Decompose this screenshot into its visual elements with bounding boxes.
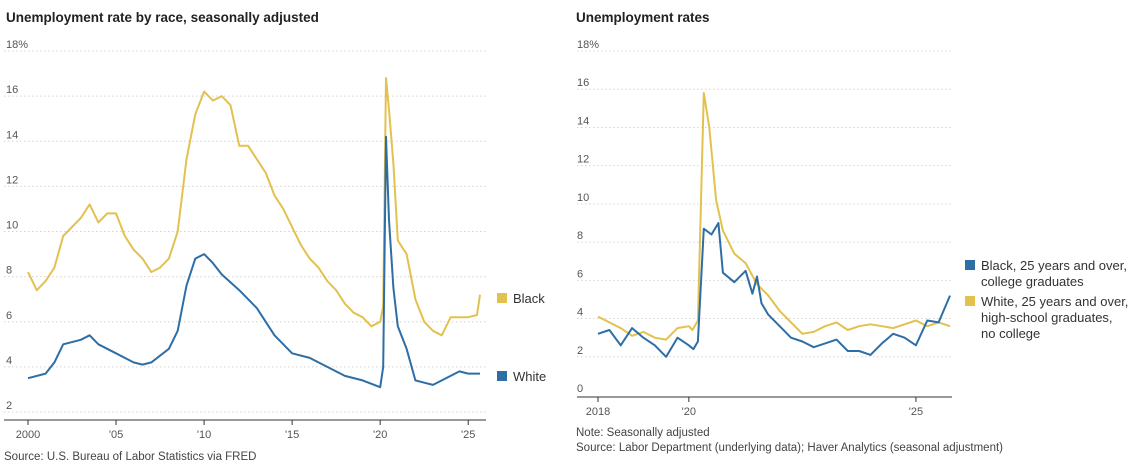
x-tick-label: '15 (285, 429, 299, 441)
y-tick-label: 14 (6, 129, 18, 141)
x-tick-label: '05 (109, 429, 123, 441)
y-tick-label: 6 (6, 310, 12, 322)
legend-label: White, 25 years and over, (981, 294, 1128, 309)
x-tick-label: '20 (682, 406, 696, 418)
y-tick-label: 2 (577, 345, 583, 357)
y-tick-label: 16 (577, 77, 589, 89)
y-tick-label: 10 (577, 192, 589, 204)
y-tick-label: 4 (6, 355, 12, 367)
left-chart-title: Unemployment rate by race, seasonally ad… (6, 10, 319, 25)
right-chart-title: Unemployment rates (576, 10, 710, 25)
y-tick-label: 2 (6, 400, 12, 412)
right-source-note: Source: Labor Department (underlying dat… (576, 442, 1003, 454)
y-tick-label: 14 (577, 115, 589, 127)
x-tick-label: '20 (373, 429, 387, 441)
legend-label: Black, 25 years and over, (981, 258, 1127, 273)
x-tick-label: '25 (909, 406, 923, 418)
y-tick-label: 12 (6, 174, 18, 186)
legend-label: no college (981, 326, 1040, 341)
y-tick-label: 8 (577, 230, 583, 242)
x-tick-label: '10 (197, 429, 211, 441)
right-seasonal-note: Note: Seasonally adjusted (576, 427, 710, 439)
series-line-black (27, 77, 481, 337)
legend-label: college graduates (981, 274, 1084, 289)
y-tick-label: 4 (577, 307, 583, 319)
left-source-note: Source: U.S. Bureau of Labor Statistics … (4, 451, 257, 463)
series-line-white (27, 135, 480, 389)
y-tick-label: 18% (577, 39, 599, 51)
series-line-black-25-years-and-over-college-graduates (597, 222, 951, 358)
x-tick-label: '25 (461, 429, 475, 441)
legend-swatch (965, 260, 975, 270)
legend-label: Black (513, 291, 545, 306)
y-tick-label: 10 (6, 220, 18, 232)
x-tick-label: 2000 (16, 429, 40, 441)
y-tick-label: 0 (577, 383, 583, 395)
legend-swatch (497, 293, 507, 303)
legend-label: White (513, 369, 546, 384)
series-line-white-25-years-and-over-high-school-graduates-no-college (597, 92, 951, 341)
y-tick-label: 18% (6, 39, 28, 51)
legend-label: high-school graduates, (981, 310, 1113, 325)
x-tick-label: 2018 (586, 406, 610, 418)
y-tick-label: 6 (577, 268, 583, 280)
legend-swatch (497, 371, 507, 381)
y-tick-label: 16 (6, 84, 18, 96)
y-tick-label: 8 (6, 265, 12, 277)
legend-swatch (965, 296, 975, 306)
y-tick-label: 12 (577, 154, 589, 166)
